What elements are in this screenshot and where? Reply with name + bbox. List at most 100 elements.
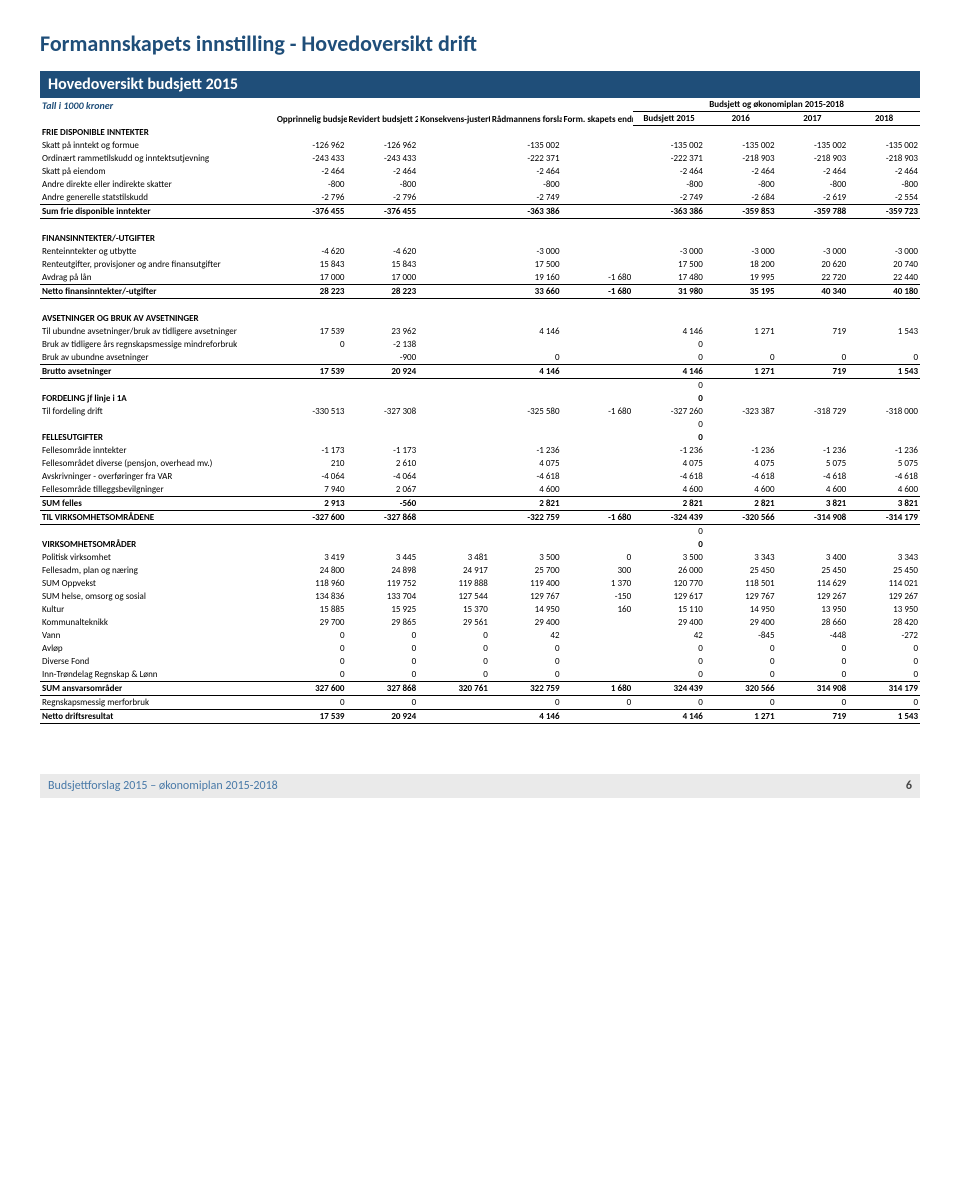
cell — [562, 457, 634, 470]
row-label: Inn-Trøndelag Regnskap & Lønn — [40, 668, 275, 682]
table-row: Fellesområde inntekter-1 173-1 173-1 236… — [40, 444, 920, 457]
cell: 15 110 — [633, 603, 705, 616]
cell: 0 — [490, 642, 562, 655]
row-label — [40, 418, 275, 431]
cell: 1 543 — [848, 364, 920, 378]
cell — [562, 524, 634, 538]
cell — [777, 378, 849, 392]
row-label: Diverse Fond — [40, 655, 275, 668]
cell: -327 260 — [633, 405, 705, 418]
table-row: VIRKSOMHETSOMRÅDER0 — [40, 538, 920, 551]
cell: 0 — [633, 695, 705, 709]
cell: 0 — [848, 642, 920, 655]
cell: 0 — [418, 642, 490, 655]
cell: 0 — [705, 668, 777, 682]
cell: 13 950 — [848, 603, 920, 616]
cell — [705, 538, 777, 551]
cell — [275, 431, 347, 444]
row-label: VIRKSOMHETSOMRÅDER — [40, 538, 275, 551]
cell: 160 — [562, 603, 634, 616]
cell: 0 — [418, 655, 490, 668]
cell: 129 267 — [777, 590, 849, 603]
page-footer: Budsjettforslag 2015 – økonomiplan 2015-… — [40, 774, 920, 798]
cell: -2 464 — [777, 165, 849, 178]
cell: -320 566 — [705, 510, 777, 524]
cell — [848, 538, 920, 551]
cell — [418, 444, 490, 457]
cell: 4 075 — [705, 457, 777, 470]
cell: 17 000 — [275, 271, 347, 285]
cell: 3 343 — [705, 551, 777, 564]
cell: 3 400 — [777, 551, 849, 564]
cell: 129 267 — [848, 590, 920, 603]
cell: 0 — [848, 695, 920, 709]
cell: 1 370 — [562, 577, 634, 590]
cell — [275, 392, 347, 405]
cell: -363 386 — [633, 204, 705, 218]
cell — [418, 524, 490, 538]
cell — [848, 232, 920, 245]
cell — [705, 338, 777, 351]
cell: 28 223 — [347, 284, 419, 298]
row-label: Avløp — [40, 642, 275, 655]
cell: 324 439 — [633, 681, 705, 695]
cell: 0 — [633, 655, 705, 668]
cell: 29 700 — [275, 616, 347, 629]
cell — [418, 709, 490, 723]
cell: -318 000 — [848, 405, 920, 418]
cell: 33 660 — [490, 284, 562, 298]
cell — [562, 191, 634, 205]
cell: 719 — [777, 709, 849, 723]
cell: -2 619 — [777, 191, 849, 205]
cell: 7 940 — [275, 483, 347, 497]
cell: 0 — [418, 629, 490, 642]
row-label: Andre generelle statstilskudd — [40, 191, 275, 205]
table-row: Fellesområdet diverse (pensjon, overhead… — [40, 457, 920, 470]
cell: -330 513 — [275, 405, 347, 418]
cell: 15 885 — [275, 603, 347, 616]
cell — [418, 232, 490, 245]
row-label: Fellesområde inntekter — [40, 444, 275, 457]
cell: -314 908 — [777, 510, 849, 524]
cell — [562, 655, 634, 668]
cell — [490, 524, 562, 538]
cell: 0 — [275, 338, 347, 351]
cell — [562, 245, 634, 258]
table-row: Regnskapsmessig merforbruk00000000 — [40, 695, 920, 709]
cell: 17 000 — [347, 271, 419, 285]
cell: 42 — [633, 629, 705, 642]
row-label: TIL VIRKSOMHETSOMRÅDENE — [40, 510, 275, 524]
cell: -318 729 — [777, 405, 849, 418]
table-row: Inn-Trøndelag Regnskap & Lønn00000000 — [40, 668, 920, 682]
cell: -3 000 — [633, 245, 705, 258]
cell: 25 450 — [777, 564, 849, 577]
cell: -359 723 — [848, 204, 920, 218]
cell — [418, 510, 490, 524]
row-label: Bruk av ubundne avsetninger — [40, 351, 275, 365]
cell — [490, 312, 562, 325]
table-row: Diverse Fond00000000 — [40, 655, 920, 668]
cell: 40 180 — [848, 284, 920, 298]
cell: -3 000 — [490, 245, 562, 258]
cell — [562, 418, 634, 431]
cell: 118 501 — [705, 577, 777, 590]
cell — [777, 524, 849, 538]
row-label: Til fordeling drift — [40, 405, 275, 418]
cell — [490, 431, 562, 444]
cell — [562, 431, 634, 444]
cell: -1 680 — [562, 271, 634, 285]
table-row — [40, 298, 920, 312]
cell: 3 821 — [777, 496, 849, 510]
cell: 3 821 — [848, 496, 920, 510]
cell — [418, 178, 490, 191]
cell: -222 371 — [490, 152, 562, 165]
cell — [562, 204, 634, 218]
cell: 17 480 — [633, 271, 705, 285]
page-title: Formannskapets innstilling - Hovedoversi… — [40, 30, 920, 57]
cell: -1 236 — [633, 444, 705, 457]
cell: 0 — [633, 524, 705, 538]
cell: 129 767 — [705, 590, 777, 603]
row-label: Fellesområdet diverse (pensjon, overhead… — [40, 457, 275, 470]
cell: 119 400 — [490, 577, 562, 590]
col-header-plan: Budsjett og økonomiplan 2015-2018 — [633, 98, 920, 112]
